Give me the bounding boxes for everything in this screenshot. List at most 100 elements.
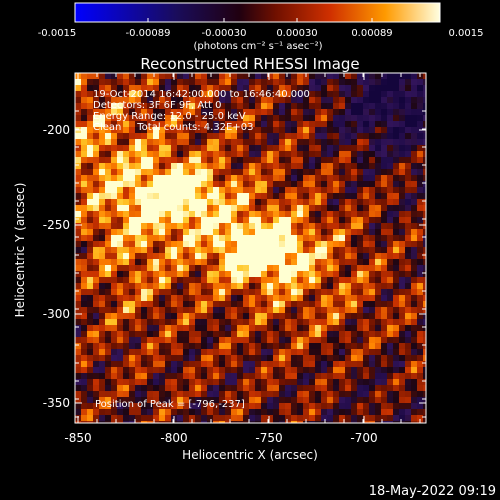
heatmap-cell [81,157,88,164]
heatmap-cell [369,391,376,398]
heatmap-cell [189,79,196,86]
heatmap-cell [369,373,376,380]
heatmap-cell [417,331,424,338]
heatmap-cell [183,271,190,278]
heatmap-cell [393,301,400,308]
heatmap-cell [381,265,388,272]
heatmap-cell [93,91,100,98]
heatmap-cell [315,229,322,236]
heatmap-cell [75,349,82,356]
heatmap-cell [207,307,214,314]
heatmap-cell [159,391,166,398]
heatmap-cell [165,193,172,200]
heatmap-cell [99,337,106,344]
heatmap-cell [423,373,426,380]
heatmap-cell [285,157,292,164]
heatmap-cell [201,355,208,362]
heatmap-cell [249,229,256,236]
heatmap-cell [333,97,340,104]
heatmap-cell [153,79,160,86]
heatmap-cell [375,367,382,374]
heatmap-cell [393,271,400,278]
heatmap-cell [339,373,346,380]
heatmap-cell [123,157,130,164]
heatmap-cell [153,145,160,152]
heatmap-cell [393,259,400,266]
heatmap-cell [399,229,406,236]
heatmap-cell [363,109,370,116]
heatmap-cell [105,103,112,110]
heatmap-cell [321,295,328,302]
heatmap-cell [315,151,322,158]
heatmap-cell [207,91,214,98]
heatmap-cell [105,397,112,404]
heatmap-cell [153,343,160,350]
heatmap-cell [243,283,250,290]
heatmap-cell [267,163,274,170]
heatmap-cell [87,307,94,314]
heatmap-cell [423,187,426,194]
heatmap-cell [87,289,94,296]
heatmap-cell [93,253,100,260]
heatmap-cell [417,211,424,218]
heatmap-cell [273,193,280,200]
heatmap-cell [87,235,94,242]
heatmap-cell [363,283,370,290]
heatmap-cell [381,193,388,200]
heatmap-cell [273,283,280,290]
heatmap-cell [291,259,298,266]
heatmap-cell [297,229,304,236]
heatmap-cell [159,349,166,356]
heatmap-cell [183,385,190,392]
heatmap-cell [189,223,196,230]
heatmap-cell [219,337,226,344]
heatmap-cell [243,295,250,302]
heatmap-cell [405,259,412,266]
heatmap-cell [105,355,112,362]
heatmap-cell [231,367,238,374]
heatmap-cell [207,331,214,338]
heatmap-cell [417,355,424,362]
heatmap-cell [75,187,82,194]
heatmap-cell [387,313,394,320]
heatmap-cell [123,175,130,182]
heatmap-cell [411,181,418,188]
heatmap-cell [123,415,130,422]
heatmap-cell [87,175,94,182]
heatmap-cell [309,415,316,422]
heatmap-cell [321,91,328,98]
heatmap-cell [195,259,202,266]
heatmap-cell [273,79,280,86]
heatmap-cell [171,151,178,158]
heatmap-cell [267,103,274,110]
heatmap-cell [153,253,160,260]
heatmap-cell [279,79,286,86]
heatmap-cell [117,163,124,170]
heatmap-cell [375,229,382,236]
heatmap-cell [309,337,316,344]
heatmap-cell [309,385,316,392]
heatmap-cell [105,265,112,272]
heatmap-cell [147,313,154,320]
heatmap-cell [291,211,298,218]
heatmap-cell [225,391,232,398]
heatmap-cell [321,265,328,272]
heatmap-cell [219,241,226,248]
heatmap-cell [243,271,250,278]
heatmap-cell [345,343,352,350]
heatmap-cell [243,337,250,344]
heatmap-cell [183,193,190,200]
heatmap-cell [159,121,166,128]
heatmap-cell [147,265,154,272]
heatmap-cell [345,151,352,158]
heatmap-cell [213,331,220,338]
heatmap-cell [345,361,352,368]
heatmap-cell [309,145,316,152]
heatmap-cell [105,379,112,386]
heatmap-cell [369,409,376,416]
heatmap-cell [279,205,286,212]
heatmap-cell [303,385,310,392]
heatmap-cell [231,277,238,284]
heatmap-cell [255,193,262,200]
heatmap-cell [237,277,244,284]
